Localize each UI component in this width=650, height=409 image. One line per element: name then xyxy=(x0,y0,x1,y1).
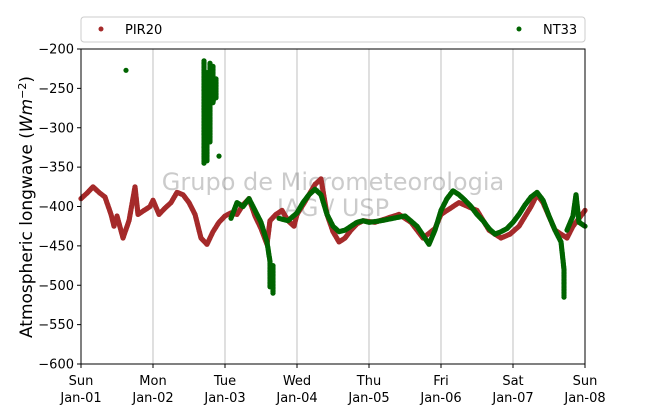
data-point xyxy=(270,290,276,296)
data-point xyxy=(561,294,567,300)
x-tick-label-day: Sat xyxy=(502,374,523,389)
data-point xyxy=(216,153,222,159)
y-tick-label: −500 xyxy=(38,279,74,294)
legend-label-pir20: PIR20 xyxy=(125,23,162,38)
x-tick-label-day: Mon xyxy=(139,374,166,389)
x-tick-label-day: Fri xyxy=(433,374,449,389)
x-tick-label-date: Jan-01 xyxy=(59,391,101,406)
watermark-line-1: Grupo de Micrometeorologia xyxy=(162,168,504,196)
y-tick-label: −450 xyxy=(38,239,74,254)
y-axis-label-close: ) xyxy=(17,76,37,83)
legend-marker-pir20 xyxy=(98,26,104,32)
legend-marker-nt33 xyxy=(516,26,522,32)
x-tick-label-date: Jan-05 xyxy=(347,391,389,406)
y-tick-label: −300 xyxy=(38,121,74,136)
data-point xyxy=(204,158,210,164)
x-tick-label-date: Jan-06 xyxy=(419,391,461,406)
y-axis-label-unit: Wm xyxy=(17,99,37,132)
x-tick-label-date: Jan-08 xyxy=(563,391,605,406)
y-axis-ticks: −200 −250 −300 −350 −400 −450 −500 −550 −600 xyxy=(38,43,81,373)
data-point xyxy=(123,67,129,73)
y-tick-label: −250 xyxy=(38,82,74,97)
y-axis-label: Atmospheric longwave (Wm−2) xyxy=(16,76,38,338)
x-tick-label-day: Wed xyxy=(283,374,311,389)
x-tick-label-date: Jan-07 xyxy=(491,391,533,406)
y-tick-label: −200 xyxy=(38,43,74,58)
data-point xyxy=(213,95,219,101)
x-axis-ticks: Sun Jan-01 Mon Jan-02 Tue Jan-03 Wed Jan-04 Thu J… xyxy=(59,364,606,406)
y-axis-label-text: Atmospheric longwave ( xyxy=(17,132,37,338)
y-tick-label: −350 xyxy=(38,161,74,176)
x-tick-label-day: Tue xyxy=(213,374,236,389)
x-tick-label-day: Thu xyxy=(356,374,381,389)
y-tick-label: −600 xyxy=(38,358,74,373)
series-nt33 xyxy=(123,58,588,300)
y-tick-label: −400 xyxy=(38,200,74,215)
legend-label-nt33: NT33 xyxy=(543,23,577,38)
legend-box xyxy=(80,16,586,43)
x-tick-label-day: Sun xyxy=(69,374,94,389)
watermark: Grupo de Micrometeorologia IAG / USP xyxy=(162,168,504,222)
legend: PIR20 NT33 xyxy=(80,16,586,43)
y-tick-label: −550 xyxy=(38,318,74,333)
x-tick-label-day: Sun xyxy=(573,374,598,389)
x-tick-label-date: Jan-04 xyxy=(275,391,317,406)
x-tick-label-date: Jan-02 xyxy=(131,391,173,406)
x-tick-label-date: Jan-03 xyxy=(203,391,245,406)
data-point xyxy=(207,139,213,145)
y-axis-label-exponent: −2 xyxy=(16,83,29,99)
